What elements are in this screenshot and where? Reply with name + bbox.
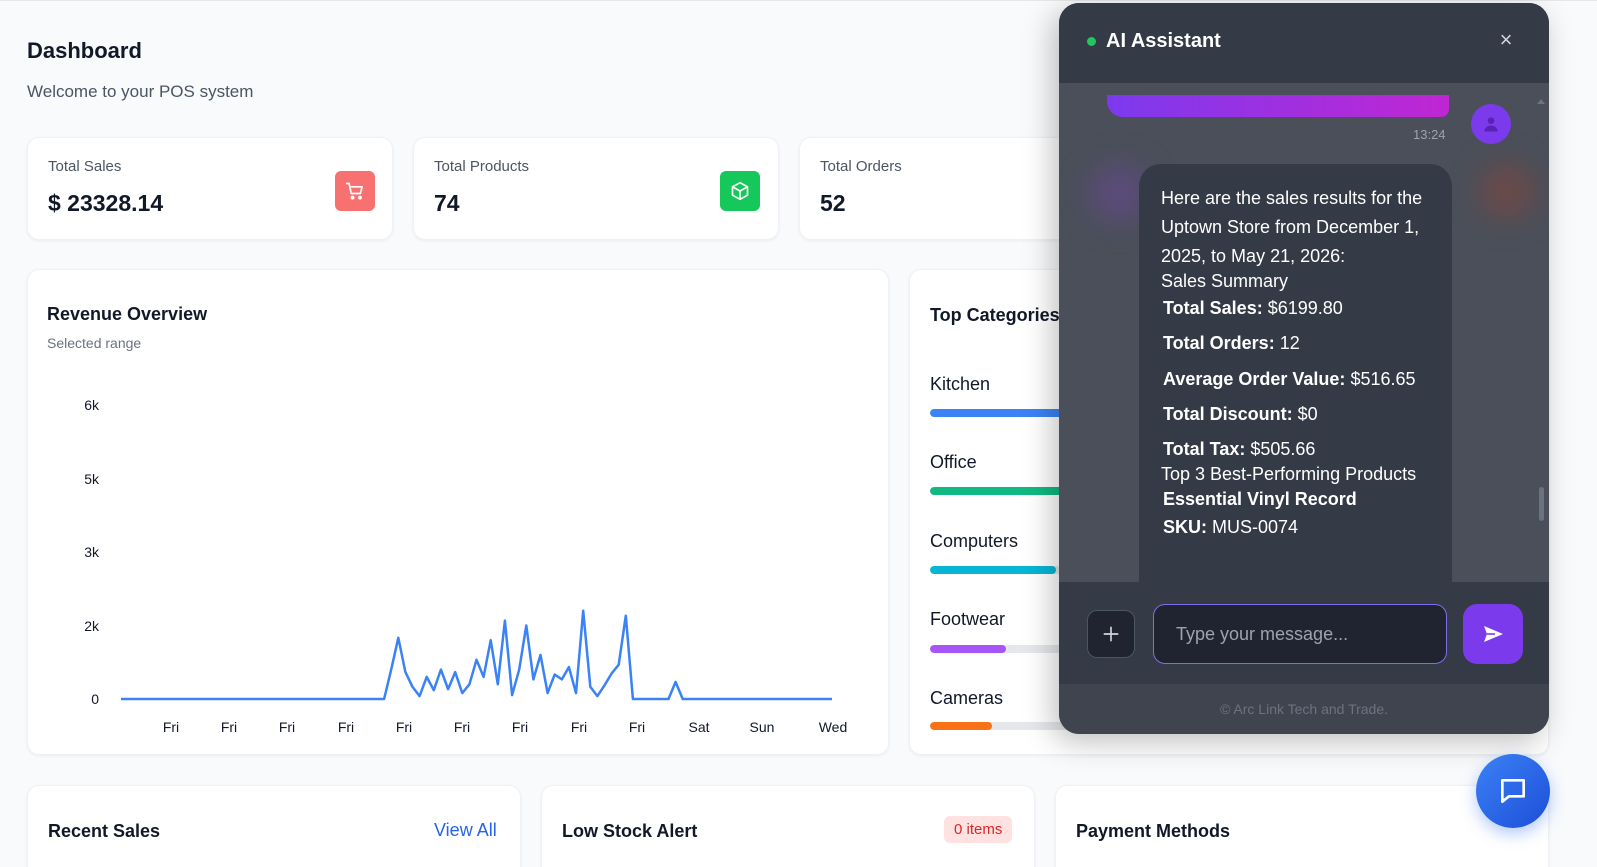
metric-row: Total Orders: 12 (1163, 333, 1300, 353)
category-label: Computers (930, 531, 1019, 551)
category-bar (930, 487, 1130, 495)
x-tick-label: Sat (688, 719, 709, 735)
y-tick-label: 6k (84, 397, 100, 413)
metric-row: Total Tax: $505.66 (1163, 439, 1316, 459)
x-tick-label: Fri (454, 719, 470, 735)
stat-card-total-sales: Total Sales $ 23328.14 (27, 137, 393, 240)
attach-button[interactable] (1087, 610, 1135, 658)
low-stock-title: Low Stock Alert (562, 821, 698, 841)
revenue-subtitle: Selected range (47, 335, 142, 351)
x-tick-label: Fri (396, 719, 412, 735)
x-tick-label: Wed (819, 719, 848, 735)
category-label: Kitchen (930, 374, 991, 394)
shopping-cart-icon (335, 171, 375, 211)
chat-toggle-button[interactable] (1476, 754, 1550, 828)
category-bar-fill (930, 487, 1110, 495)
product-sku: SKU: MUS-0074 (1163, 517, 1299, 537)
assistant-message-bubble: Here are the sales results for the Uptow… (1139, 164, 1452, 582)
category-bar (930, 566, 1130, 574)
chat-bubble-icon (1501, 779, 1525, 803)
package-icon (720, 171, 760, 211)
ai-assistant-panel: AI Assistant × 13:24 Here are the sales … (1059, 3, 1549, 734)
category-label: Footwear (930, 609, 1006, 629)
x-tick-label: Fri (629, 719, 645, 735)
stat-value: 74 (434, 190, 460, 216)
category-bar-fill (930, 409, 1120, 417)
message-input[interactable] (1153, 604, 1447, 664)
low-stock-card: Low Stock Alert 0 items (541, 785, 1035, 867)
assistant-footer: © Arc Link Tech and Trade. (1059, 684, 1549, 734)
x-tick-label: Fri (163, 719, 179, 735)
stat-label: Total Orders (820, 158, 902, 175)
send-icon (1484, 626, 1503, 642)
message-input-bar (1059, 582, 1549, 684)
category-bar (930, 722, 1130, 730)
plus-icon (1103, 626, 1119, 642)
category-bar (930, 645, 1130, 653)
category-bar-fill (930, 645, 1006, 653)
revenue-title: Revenue Overview (47, 304, 208, 324)
payment-methods-card: Payment Methods (1055, 785, 1549, 867)
revenue-overview-card: Revenue Overview Selected range 6k 5k 3k 2k… (27, 269, 889, 755)
user-message-bubble (1107, 95, 1449, 117)
top-divider (0, 0, 1597, 4)
top-categories-title: Top Categories (930, 305, 1060, 325)
stat-value: 52 (820, 190, 846, 216)
x-tick-label: Fri (571, 719, 587, 735)
revenue-line-chart: 6k 5k 3k 2k 0 Fri Fri Fri Fri Fri Fri Fri Fri Fri Sat S… (84, 397, 848, 735)
stat-card-total-products: Total Products 74 (413, 137, 779, 240)
category-bar-fill (930, 566, 1056, 574)
payment-methods-title: Payment Methods (1076, 821, 1231, 841)
user-avatar-icon (1471, 104, 1511, 144)
message-time: 13:24 (1413, 127, 1446, 142)
x-tick-label: Fri (338, 719, 354, 735)
products-heading: Top 3 Best-Performing Products (1161, 464, 1417, 484)
assistant-title: AI Assistant (1106, 30, 1221, 52)
category-bar (930, 409, 1130, 417)
blurred-background (1479, 163, 1535, 219)
y-tick-label: 0 (91, 691, 99, 707)
metric-row: Total Sales: $6199.80 (1163, 298, 1343, 318)
chat-scrollbar-thumb[interactable] (1539, 487, 1544, 521)
stat-value: $ 23328.14 (48, 190, 164, 216)
x-tick-label: Fri (512, 719, 528, 735)
category-bar-fill (930, 722, 992, 730)
stat-label: Total Sales (48, 158, 122, 175)
recent-sales-card: Recent Sales View All (27, 785, 521, 867)
category-label: Cameras (930, 688, 1004, 708)
low-stock-badge: 0 items (944, 816, 1013, 843)
revenue-series-line (121, 609, 832, 701)
product-name: Essential Vinyl Record (1163, 489, 1357, 509)
x-tick-label: Fri (279, 719, 295, 735)
scroll-up-arrow-icon[interactable] (1537, 99, 1545, 104)
y-tick-label: 2k (84, 618, 100, 634)
metric-row: Average Order Value: $516.65 (1163, 369, 1416, 389)
close-button[interactable]: × (1499, 27, 1513, 52)
y-tick-label: 3k (84, 544, 100, 560)
metric-row: Total Discount: $0 (1163, 404, 1318, 424)
send-button[interactable] (1463, 604, 1523, 664)
view-all-link[interactable]: View All (434, 820, 497, 840)
x-tick-label: Sun (750, 719, 775, 735)
assistant-header: AI Assistant × (1059, 3, 1549, 83)
category-label: Office (930, 452, 977, 472)
x-tick-label: Fri (221, 719, 237, 735)
chat-messages[interactable]: 13:24 Here are the sales results for the… (1059, 83, 1549, 582)
page-subtitle: Welcome to your POS system (27, 82, 254, 101)
assistant-intro-text: Here are the sales results for the Uptow… (1161, 188, 1423, 266)
stat-label: Total Products (434, 158, 530, 175)
sales-summary-heading: Sales Summary (1161, 271, 1289, 291)
page-title: Dashboard (27, 38, 142, 63)
online-status-dot (1087, 37, 1096, 46)
y-tick-label: 5k (84, 471, 100, 487)
recent-sales-title: Recent Sales (48, 821, 161, 841)
